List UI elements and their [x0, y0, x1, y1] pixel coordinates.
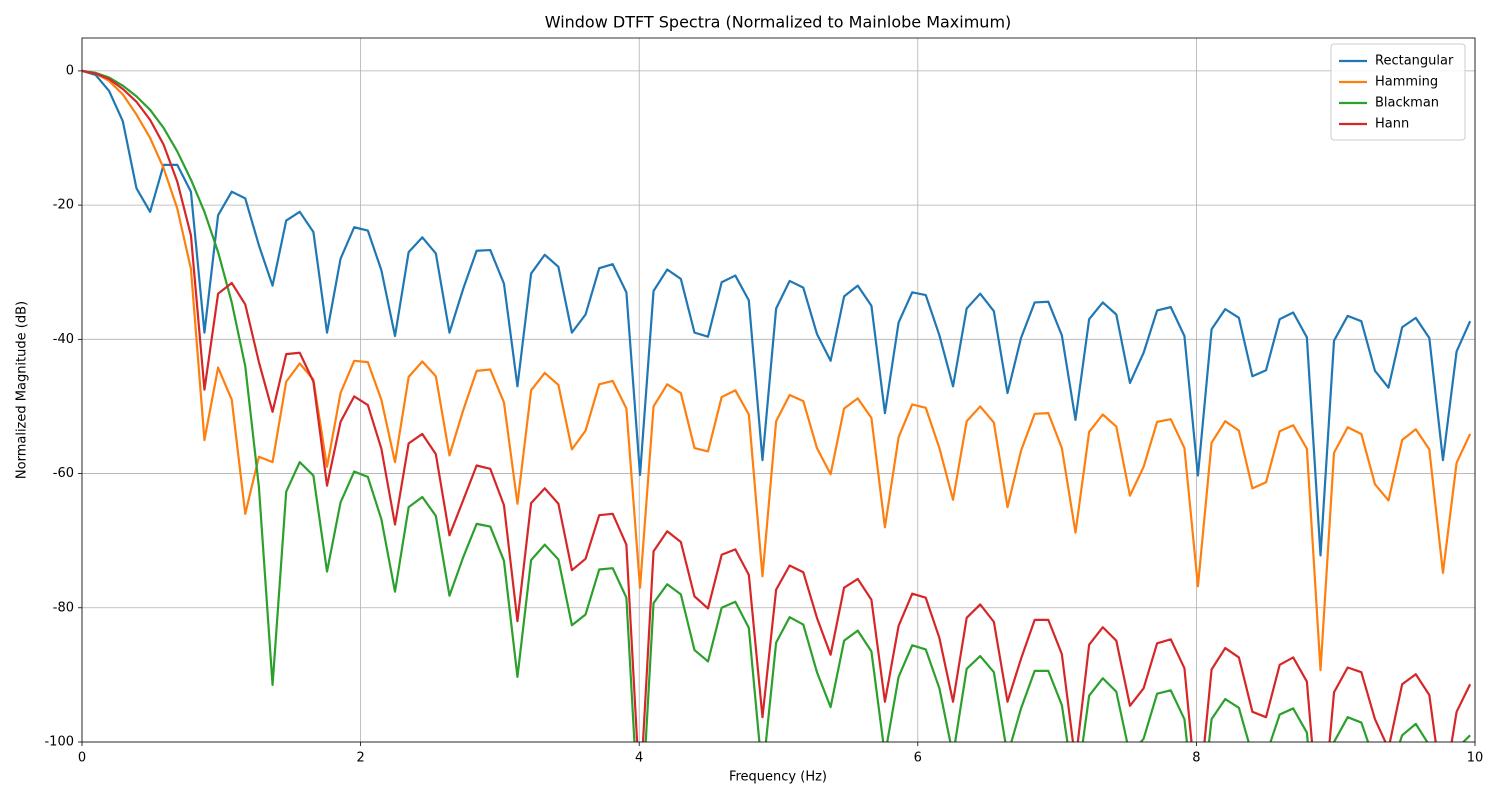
x-tick-label: 8 [1192, 751, 1200, 766]
legend-label: Blackman [1375, 96, 1439, 111]
series-line [82, 69, 1471, 742]
x-tick-label: 10 [1467, 751, 1484, 766]
plot-frame [81, 37, 1476, 743]
series-line [82, 69, 1472, 557]
y-tick-label: 0 [66, 63, 74, 78]
x-axis-label: Frequency (Hz) [729, 770, 827, 785]
grid: -100 -80 -60 -40 -20 0 0 2 4 6 8 10 [44, 38, 1483, 766]
x-tick-label: 2 [356, 751, 364, 766]
y-tick-label: -40 [53, 332, 74, 347]
legend: Rectangular Hamming Blackman Hann [1330, 43, 1466, 141]
series-line [82, 69, 1472, 742]
plot-area [82, 69, 1472, 742]
legend-label: Hann [1375, 117, 1409, 132]
y-tick-label: -60 [53, 466, 74, 481]
x-tick-label: 4 [635, 751, 643, 766]
y-axis-label: Normalized Magnitude (dB) [15, 301, 30, 479]
x-tick-label: 6 [914, 751, 922, 766]
series-line [82, 69, 1472, 672]
legend-label: Hamming [1375, 75, 1438, 90]
legend-box [1330, 43, 1466, 141]
y-tick-label: -100 [44, 735, 74, 750]
x-tick-label: 0 [78, 751, 86, 766]
legend-label: Rectangular [1375, 54, 1454, 69]
chart-title: Window DTFT Spectra (Normalized to Mainl… [545, 13, 1012, 32]
y-tick-label: -80 [53, 600, 74, 615]
y-tick-label: -20 [53, 198, 74, 213]
